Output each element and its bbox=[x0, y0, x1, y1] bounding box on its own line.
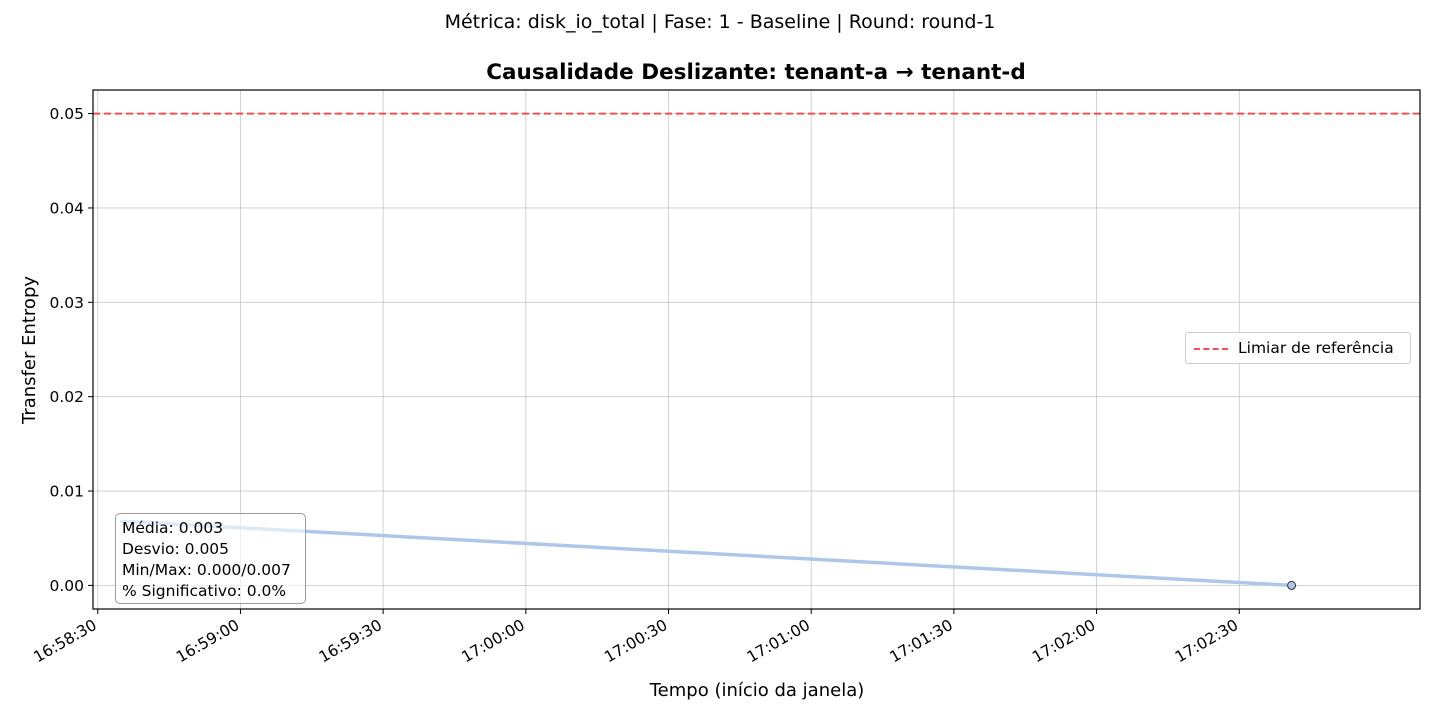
series-layer bbox=[119, 519, 1297, 590]
x-tick-label: 17:02:00 bbox=[1029, 616, 1098, 666]
figure-suptitle: Métrica: disk_io_total | Fase: 1 - Basel… bbox=[444, 11, 996, 33]
x-tick-label: 17:01:00 bbox=[744, 616, 813, 666]
legend-swatch-reference-line bbox=[1194, 348, 1228, 350]
stat-mean: Média: 0.003 bbox=[122, 519, 224, 537]
chart-title: Causalidade Deslizante: tenant-a → tenan… bbox=[486, 60, 1025, 85]
x-axis-title: Tempo (início da janela) bbox=[649, 680, 865, 701]
x-tick-label: 17:00:30 bbox=[601, 616, 670, 666]
y-tick-label: 0.03 bbox=[49, 294, 84, 312]
x-tick-label: 16:58:30 bbox=[30, 616, 99, 666]
x-tick-label: 17:01:30 bbox=[887, 616, 956, 666]
y-tick-label: 0.01 bbox=[49, 483, 84, 501]
x-tick-label: 17:02:30 bbox=[1172, 616, 1241, 666]
x-tick-label: 16:59:00 bbox=[173, 616, 242, 666]
stat-minmax: Min/Max: 0.000/0.007 bbox=[122, 561, 291, 579]
legend: Limiar de referência bbox=[1185, 332, 1411, 364]
y-tick-label: 0.04 bbox=[49, 199, 84, 217]
y-axis-title: Transfer Entropy bbox=[19, 276, 40, 425]
y-tick-label: 0.02 bbox=[49, 388, 84, 406]
grid bbox=[93, 90, 1420, 609]
x-axis-ticks: 16:58:30 16:59:00 16:59:30 17:00:00 17:00:30… bbox=[30, 609, 1241, 666]
stats-annotation-box: Média: 0.003 Desvio: 0.005 Min/Max: 0.00… bbox=[115, 513, 306, 604]
plot-frame bbox=[92, 89, 1421, 610]
series-line bbox=[119, 519, 1294, 588]
legend-label-reference-line: Limiar de referência bbox=[1238, 339, 1394, 357]
y-tick-label: 0.00 bbox=[49, 577, 84, 595]
x-tick-label: 17:00:00 bbox=[459, 616, 528, 666]
y-axis-ticks: 0.00 0.01 0.02 0.03 0.04 0.05 bbox=[49, 105, 93, 595]
stat-std: Desvio: 0.005 bbox=[122, 540, 230, 558]
stat-significant: % Significativo: 0.0% bbox=[122, 582, 287, 600]
x-tick-label: 16:59:30 bbox=[316, 616, 385, 666]
y-tick-label: 0.05 bbox=[49, 105, 84, 123]
series-point bbox=[1287, 580, 1297, 590]
